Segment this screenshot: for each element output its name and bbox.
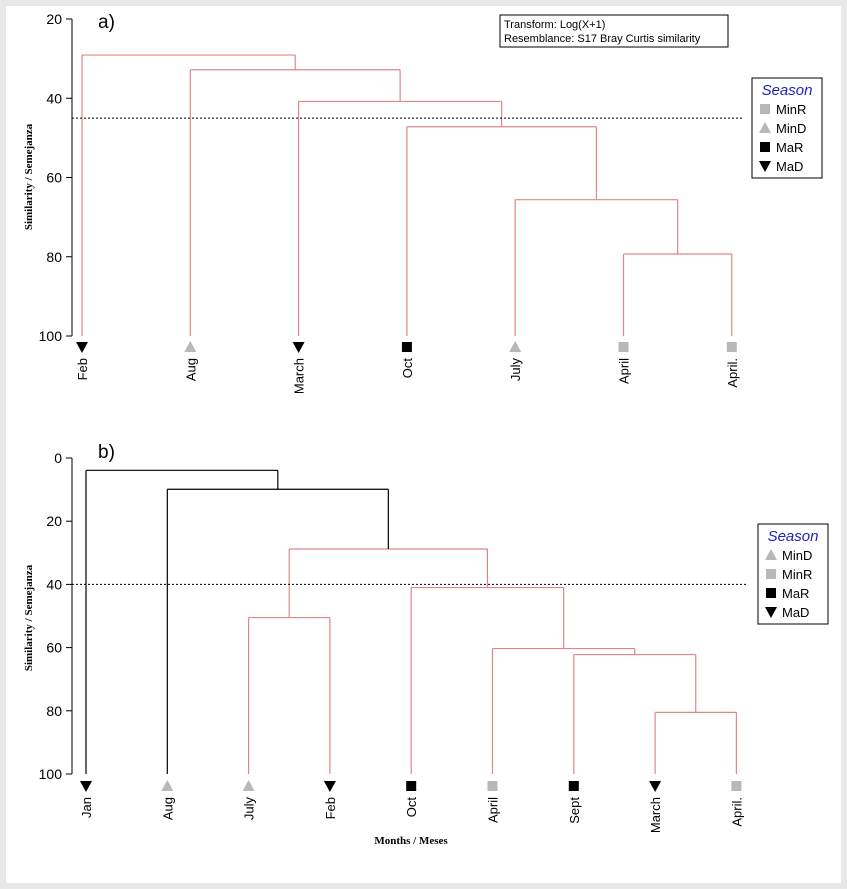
panel-b-panel-label: b) [98, 442, 115, 463]
panel-b-leaf-marker [649, 781, 662, 792]
panel-a-legend-label: MinD [776, 121, 806, 136]
panel-b-leaf-label: Sept [567, 797, 582, 824]
panel-b-leaf-label: Feb [323, 797, 338, 819]
panel-a-leaf-marker [618, 342, 629, 352]
panel-a-legend-title: Season [762, 82, 813, 99]
panel-a-y-axis-title: Similarity / Semejanza [23, 123, 35, 230]
panel-a-legend-marker [760, 142, 770, 152]
panel-b-y-axis-title: Similarity / Semejanza [23, 564, 35, 671]
panel-b-leaf-label: Oct [404, 797, 419, 818]
panel-b-leaf-marker [568, 781, 579, 791]
panel-a-leaf-label: Aug [183, 358, 198, 381]
panel-a-leaf-marker [184, 341, 197, 352]
panel-b-leaf-label: July [242, 797, 257, 821]
panel-a-leaf-label: March [292, 358, 307, 394]
panel-a-y-tick-label: 20 [46, 11, 62, 27]
panel-b-legend-marker [765, 607, 777, 618]
dendrogram-figure: 20 40 60 80 100 Similarity / Semejanza a) Feb Au… [23, 11, 829, 847]
panel-b-y-tick-label: 60 [46, 640, 62, 656]
panel-a-legend-marker [759, 122, 771, 133]
panel-b-leaf-label: Jan [79, 797, 94, 818]
panel-b-y-tick-label: 20 [46, 513, 62, 529]
panel-a-leaf-label: April [617, 358, 632, 384]
panel-b-leaf-label: April. [729, 797, 744, 827]
panel-b-y-tick-label: 80 [46, 703, 62, 719]
panel-b-legend-marker [765, 549, 777, 560]
panel-a-transform-text: Resemblance: S17 Bray Curtis similarity [504, 33, 701, 45]
panel-a-leaf-label: April. [725, 358, 740, 388]
panel-a-legend-label: MaD [776, 159, 803, 174]
panel-b-x-axis-title: Months / Meses [374, 835, 448, 847]
panel-a-transform-text: Transform: Log(X+1) [504, 19, 605, 31]
panel-a-leaf-label: Feb [75, 358, 90, 380]
panel-a-legend-marker [759, 161, 771, 172]
panel-a-leaf-label: Oct [400, 358, 415, 379]
panel-b-legend-label: MaD [782, 605, 809, 620]
panel-a-leaf-marker [401, 342, 412, 352]
panel-b-leaf-marker [406, 781, 417, 791]
panel-a-y-tick-label: 80 [46, 249, 62, 265]
panel-b-legend-title: Season [768, 528, 819, 545]
panel-b-leaf-marker [80, 781, 92, 792]
panel-a-leaf-marker [292, 342, 305, 353]
panel-a-y-tick-label: 40 [46, 90, 62, 106]
panel-b-leaf-marker [161, 780, 174, 791]
panel-b-leaf-marker [731, 781, 742, 791]
panel-b-leaf-label: April [486, 797, 501, 823]
panel-b-y-tick-label: 0 [54, 450, 62, 466]
panel-a-legend-marker [760, 104, 770, 114]
panel-a-leaf-marker [76, 342, 88, 353]
panel-b-leaf-label: Aug [160, 797, 175, 820]
panel-b-y-tick-label: 100 [39, 766, 63, 782]
panel-a-legend-label: MinR [776, 102, 806, 117]
panel-b-legend-label: MinR [782, 567, 812, 582]
figure-frame: 20 40 60 80 100 Similarity / Semejanza a) Feb Au… [6, 6, 841, 883]
panel-b-leaf-marker [487, 781, 498, 791]
panel-a-y-tick-label: 100 [39, 328, 63, 344]
panel-a-panel-label: a) [98, 12, 115, 33]
panel-b-legend-marker [766, 588, 776, 598]
panel-b-legend-label: MaR [782, 586, 809, 601]
panel-a-legend-label: MaR [776, 140, 803, 155]
panel-a-leaf-marker [509, 341, 522, 352]
panel-a-leaf-label: July [508, 358, 523, 382]
panel-b-leaf-label: March [648, 797, 663, 833]
panel-a-leaf-marker [726, 342, 737, 352]
panel-b-y-tick-label: 40 [46, 576, 62, 592]
panel-b-legend-label: MinD [782, 548, 812, 563]
panel-a-transform-box [499, 14, 729, 48]
panel-a-y-tick-label: 60 [46, 170, 62, 186]
panel-b-legend-marker [766, 569, 776, 579]
panel-b-leaf-marker [242, 780, 255, 791]
panel-b-leaf-marker [323, 781, 336, 792]
